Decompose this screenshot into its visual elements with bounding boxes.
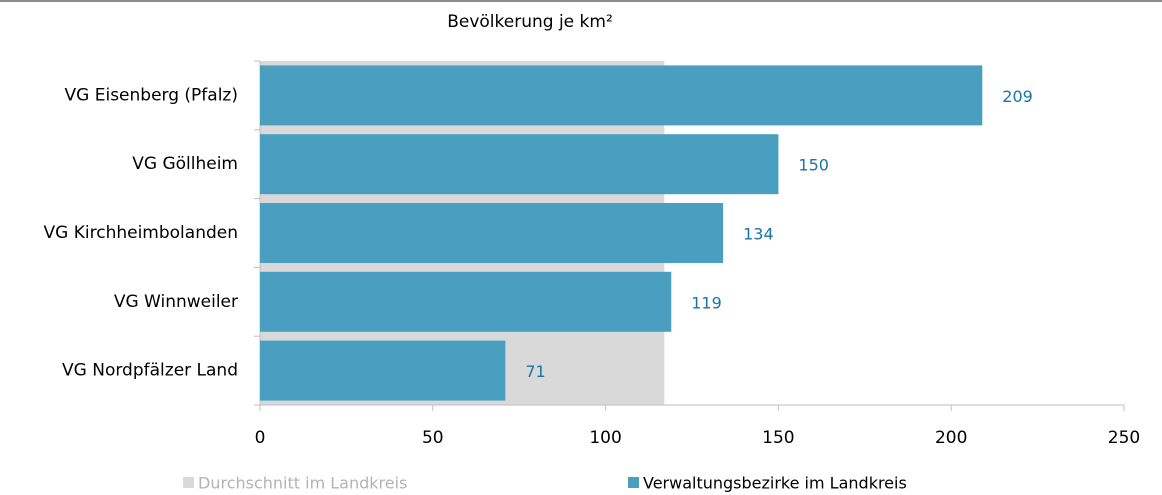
bar [260, 134, 779, 195]
x-tick-label: 250 [1108, 428, 1140, 448]
legend-swatch [628, 477, 639, 488]
value-label: 150 [798, 156, 829, 175]
bar [260, 271, 672, 332]
legend-label: Durchschnitt im Landkreis [198, 474, 407, 493]
y-tick-label: VG Kirchheimbolanden [44, 223, 238, 243]
x-tick-label: 50 [422, 428, 444, 448]
legend-label: Verwaltungsbezirke im Landkreis [643, 474, 907, 493]
y-tick-label: VG Winnweiler [114, 292, 238, 312]
x-tick-label: 150 [762, 428, 794, 448]
value-label: 119 [691, 293, 722, 312]
x-tick-label: 0 [255, 428, 266, 448]
value-label: 134 [743, 225, 774, 244]
chart-title: Bevölkerung je km² [447, 12, 613, 32]
bar [260, 65, 983, 126]
bar [260, 340, 506, 401]
top-border [0, 0, 1162, 2]
value-label: 209 [1002, 87, 1033, 106]
bar [260, 203, 724, 263]
x-tick-label: 200 [935, 428, 967, 448]
value-label: 71 [525, 362, 545, 381]
y-tick-label: VG Göllheim [132, 154, 238, 174]
y-tick-label: VG Nordpfälzer Land [62, 361, 238, 381]
x-tick-label: 100 [589, 428, 621, 448]
y-tick-label: VG Eisenberg (Pfalz) [65, 85, 238, 105]
legend-swatch [183, 477, 194, 488]
